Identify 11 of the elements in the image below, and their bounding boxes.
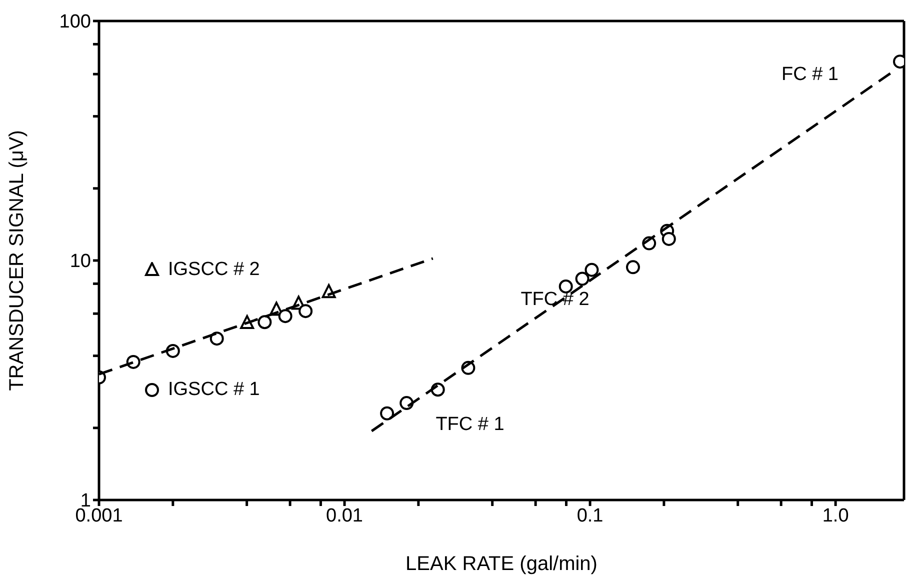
x-tick-label: 1.0 [822, 505, 849, 526]
y-axis-title: TRANSDUCER SIGNAL (μV) [6, 130, 28, 391]
legend-label: IGSCC # 1 [168, 378, 260, 402]
x-tick-label: 0.1 [576, 505, 604, 526]
annotation: FC # 1 [781, 64, 839, 86]
x-tick-label: 0.01 [326, 505, 364, 526]
legend-label: IGSCC # 2 [168, 258, 260, 282]
annotation: TFC # 1 [436, 414, 504, 436]
y-tick-label: 100 [59, 12, 91, 33]
x-axis-title: LEAK RATE (gal/min) [406, 553, 598, 575]
y-tick-label: 10 [70, 251, 91, 272]
